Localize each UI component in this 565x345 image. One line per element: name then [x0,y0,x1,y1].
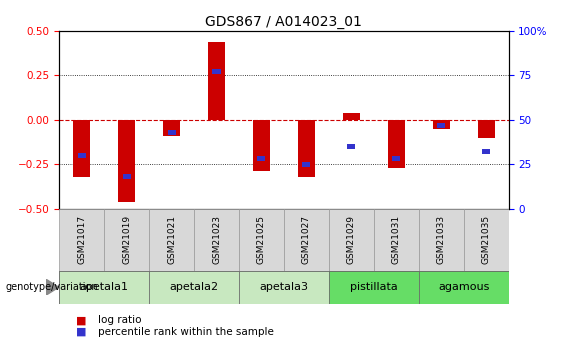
Bar [329,209,374,271]
Bar [477,120,494,138]
Bar [388,120,405,168]
Text: GSM21029: GSM21029 [347,215,356,264]
Text: GSM21033: GSM21033 [437,215,446,264]
Bar [463,209,508,271]
Text: pistillata: pistillata [350,282,398,292]
Text: percentile rank within the sample: percentile rank within the sample [98,327,273,337]
Bar [392,157,400,161]
Bar [149,271,239,304]
Text: GSM21035: GSM21035 [481,215,490,264]
Text: apetala1: apetala1 [80,282,129,292]
Bar [253,120,270,171]
Bar [168,130,176,135]
Bar [78,153,86,158]
Text: apetala2: apetala2 [170,282,219,292]
Text: apetala3: apetala3 [259,282,308,292]
Bar [59,209,104,271]
Bar [239,271,329,304]
Bar [123,174,131,179]
Bar [347,144,355,149]
Polygon shape [46,279,59,295]
Bar [343,113,360,120]
Bar [212,69,220,75]
Bar [258,157,266,161]
Text: GSM21019: GSM21019 [122,215,131,264]
Text: agamous: agamous [438,282,489,292]
Bar [298,120,315,177]
Text: ■: ■ [76,315,87,325]
Bar [284,209,329,271]
Text: GSM21017: GSM21017 [77,215,86,264]
Bar [208,42,225,120]
Bar [419,271,509,304]
Text: genotype/variation: genotype/variation [6,283,98,292]
Text: log ratio: log ratio [98,315,141,325]
Text: GSM21025: GSM21025 [257,215,266,264]
Bar [118,120,135,201]
Bar [433,120,450,129]
Bar [482,149,490,154]
Bar [104,209,149,271]
Text: GSM21021: GSM21021 [167,215,176,264]
Bar [374,209,419,271]
Bar [302,162,310,167]
Text: GSM21023: GSM21023 [212,215,221,264]
Bar [419,209,463,271]
Bar [437,123,445,128]
Bar [239,209,284,271]
Text: GSM21031: GSM21031 [392,215,401,264]
Text: GSM21027: GSM21027 [302,215,311,264]
Bar [163,120,180,136]
Text: ■: ■ [76,327,87,337]
Bar [73,120,90,177]
Bar [149,209,194,271]
Bar [329,271,419,304]
Title: GDS867 / A014023_01: GDS867 / A014023_01 [206,14,362,29]
Bar [194,209,239,271]
Bar [59,271,149,304]
